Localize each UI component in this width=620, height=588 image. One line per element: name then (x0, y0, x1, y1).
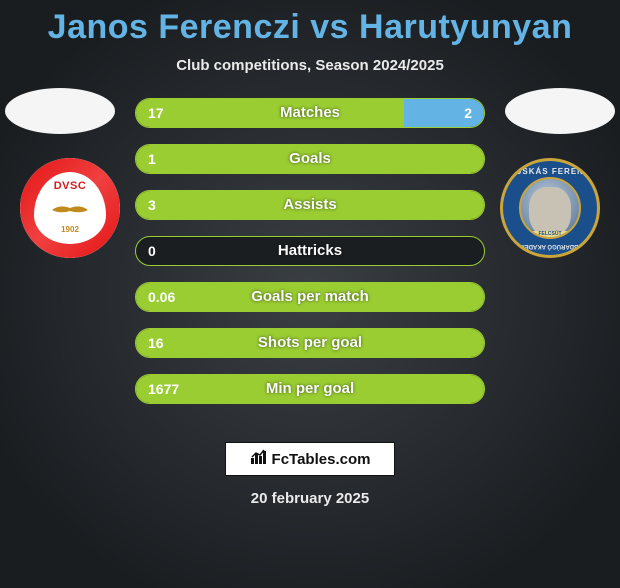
stat-row: 0Hattricks (135, 236, 485, 266)
stat-row: 0.06Goals per match (135, 282, 485, 312)
player-left-silhouette (5, 88, 115, 134)
stat-label: Assists (136, 191, 484, 219)
stat-label: Min per goal (136, 375, 484, 403)
stat-label: Matches (136, 99, 484, 127)
stat-row: 16Shots per goal (135, 328, 485, 358)
club-badge-right: PUSKÁS FERENC FELCSÚT LABDARÚGÓ AKADÉMIA (500, 158, 600, 258)
puskas-portrait-icon (529, 187, 571, 237)
stat-label: Goals (136, 145, 484, 173)
puskas-inner-circle: FELCSÚT (519, 177, 581, 239)
watermark[interactable]: FcTables.com (225, 442, 395, 476)
puskas-badge: PUSKÁS FERENC FELCSÚT LABDARÚGÓ AKADÉMIA (500, 158, 600, 258)
stat-label: Goals per match (136, 283, 484, 311)
subtitle: Club competitions, Season 2024/2025 (0, 57, 620, 74)
player-right-silhouette (505, 88, 615, 134)
date-label: 20 february 2025 (0, 490, 620, 507)
stat-row: 3Assists (135, 190, 485, 220)
stat-row: 172Matches (135, 98, 485, 128)
dvsc-badge-year: 1902 (20, 225, 120, 234)
dvsc-eagle-icon (50, 202, 90, 223)
stat-row: 1Goals (135, 144, 485, 174)
watermark-text: FcTables.com (272, 451, 371, 468)
puskas-center-label: FELCSÚT (521, 231, 579, 237)
puskas-ring-top: PUSKÁS FERENC (503, 167, 597, 176)
stat-bars: 172Matches 1Goals 3Assists 0Hattricks 0.06Go… (135, 98, 485, 420)
puskas-ring-bottom: LABDARÚGÓ AKADÉMIA (503, 243, 597, 249)
chart-icon (250, 448, 268, 471)
comparison-panel: DVSC 1902 PUSKÁS FERENC FELCSÚT LABDARÚG… (0, 98, 620, 428)
club-badge-left: DVSC 1902 (20, 158, 120, 258)
stat-row: 1677Min per goal (135, 374, 485, 404)
dvsc-badge-text: DVSC (20, 180, 120, 192)
dvsc-badge: DVSC 1902 (20, 158, 120, 258)
stat-label: Hattricks (136, 237, 484, 265)
page-title: Janos Ferenczi vs Harutyunyan (0, 8, 620, 47)
stat-label: Shots per goal (136, 329, 484, 357)
